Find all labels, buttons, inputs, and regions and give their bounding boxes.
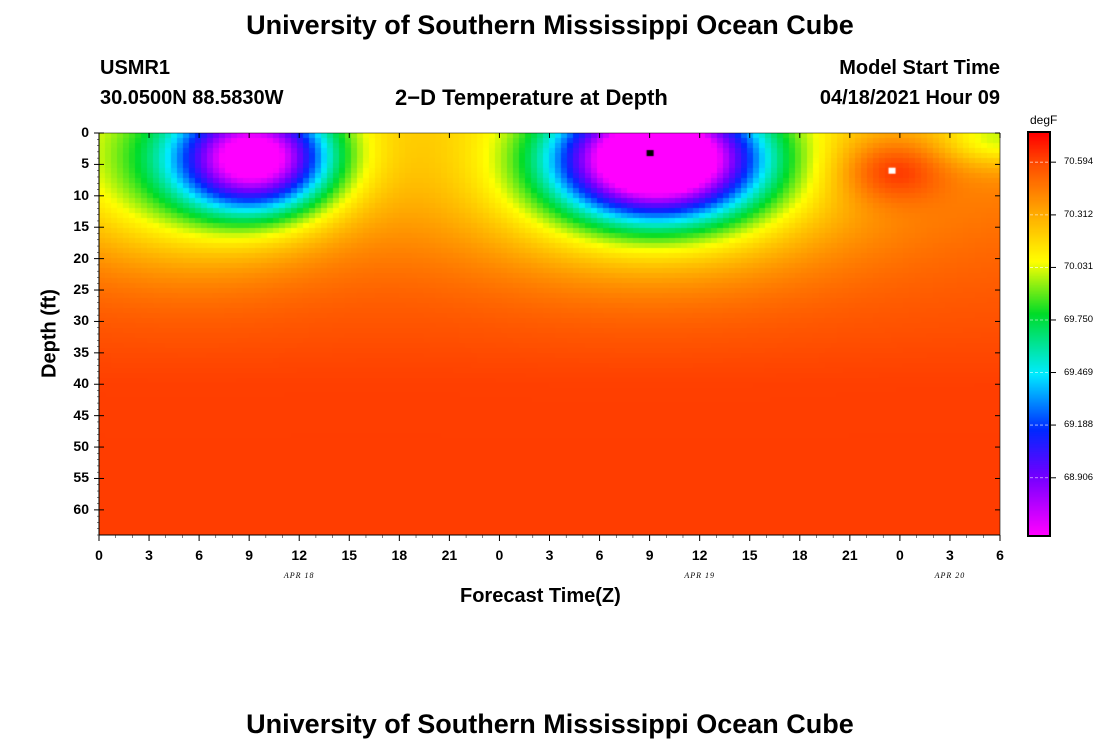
x-tick-label: 3 bbox=[545, 547, 554, 563]
y-tick-label: 50 bbox=[73, 438, 89, 455]
y-tick-label: 30 bbox=[73, 312, 89, 329]
x-tick-label: 9 bbox=[645, 547, 654, 563]
x-tick-label: 15 bbox=[741, 547, 758, 563]
y-tick-label: 5 bbox=[81, 155, 89, 172]
x-tick-label: 12 bbox=[691, 547, 708, 563]
plot-title: 2−D Temperature at Depth bbox=[395, 85, 668, 110]
x-tick-label: 9 bbox=[245, 547, 254, 563]
x-axis-label: Forecast Time(Z) bbox=[460, 585, 621, 607]
colorbar-tick-label: 69.188 bbox=[1064, 419, 1094, 431]
colorbar-units: degF bbox=[1030, 113, 1058, 127]
colorbar-tick-label: 69.750 bbox=[1064, 313, 1094, 325]
colorbar-tick-label: 70.031 bbox=[1064, 261, 1094, 273]
x-tick-label: 12 bbox=[291, 547, 307, 563]
date-label: APR 18 bbox=[283, 571, 315, 580]
x-tick-label: 18 bbox=[391, 547, 408, 563]
temperature-heatmap bbox=[99, 133, 1000, 535]
x-tick-label: 6 bbox=[595, 547, 604, 563]
date-label: APR 20 bbox=[934, 571, 966, 580]
x-tick-label: 15 bbox=[341, 547, 358, 563]
x-tick-label: 0 bbox=[895, 547, 904, 563]
y-tick-label: 15 bbox=[73, 218, 89, 235]
model-start-label: Model Start Time bbox=[839, 57, 1000, 79]
x-tick-label: 18 bbox=[791, 547, 808, 563]
y-tick-label: 45 bbox=[73, 406, 89, 423]
x-tick-label: 0 bbox=[495, 547, 504, 563]
station-id: USMR1 bbox=[100, 57, 171, 79]
colorbar-tick-label: 70.594 bbox=[1064, 156, 1094, 168]
x-tick-label: 21 bbox=[441, 547, 458, 563]
colorbar-tick-label: 70.312 bbox=[1064, 208, 1094, 220]
y-tick-label: 55 bbox=[73, 469, 89, 486]
x-tick-label: 3 bbox=[946, 547, 954, 563]
y-tick-label: 0 bbox=[81, 124, 89, 140]
date-label: APR 19 bbox=[684, 571, 715, 580]
model-start-value: 04/18/2021 Hour 09 bbox=[819, 87, 1000, 109]
y-axis-label: Depth (ft) bbox=[38, 289, 61, 378]
x-tick-label: 6 bbox=[195, 547, 203, 563]
y-tick-label: 35 bbox=[73, 343, 89, 360]
station-coordinates: 30.0500N 88.5830W bbox=[100, 87, 284, 109]
y-tick-label: 40 bbox=[73, 375, 89, 392]
y-tick-label: 10 bbox=[73, 186, 89, 203]
bottom-title: University of Southern Mississippi Ocean… bbox=[246, 709, 854, 739]
colorbar-tick-label: 69.469 bbox=[1064, 366, 1094, 378]
y-tick-label: 20 bbox=[73, 249, 89, 266]
colorbar-tick-label: 68.906 bbox=[1064, 471, 1094, 483]
top-title: University of Southern Mississippi Ocean… bbox=[246, 10, 854, 40]
x-tick-label: 21 bbox=[842, 547, 858, 563]
colorbar bbox=[1029, 133, 1049, 535]
y-tick-label: 25 bbox=[73, 281, 89, 298]
x-tick-label: 0 bbox=[95, 547, 103, 563]
y-tick-label: 60 bbox=[73, 500, 89, 517]
x-tick-label: 6 bbox=[996, 547, 1004, 563]
x-tick-label: 3 bbox=[145, 547, 153, 563]
